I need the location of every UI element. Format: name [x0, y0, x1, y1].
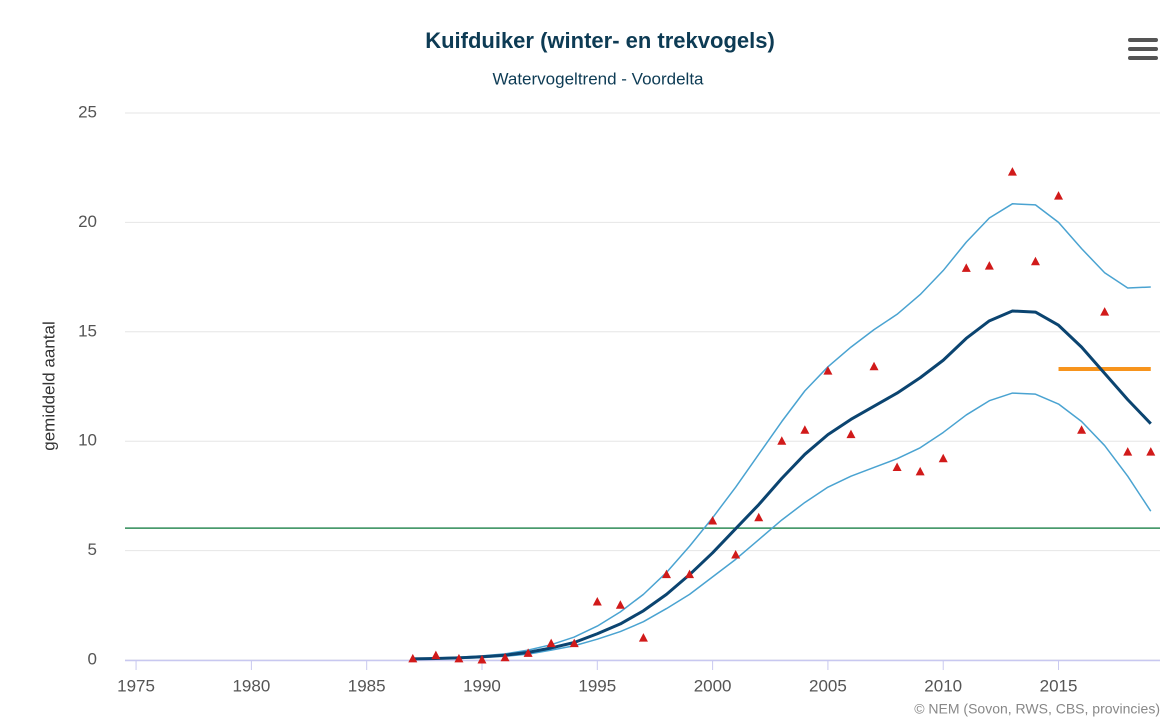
- count-marker: [500, 652, 510, 662]
- y-tick-label: 25: [78, 102, 97, 121]
- count-marker: [1007, 167, 1017, 176]
- count-marker: [569, 638, 579, 648]
- count-marker: [431, 650, 441, 660]
- count-marker: [984, 261, 994, 270]
- menu-bar[interactable]: [1128, 56, 1158, 60]
- y-tick-label: 10: [78, 431, 97, 450]
- count-marker: [454, 653, 464, 663]
- x-tick-label: 1985: [348, 676, 386, 695]
- count-marker: [523, 648, 533, 657]
- x-tick-label: 2000: [694, 676, 732, 695]
- chart-title: Kuifduiker (winter- en trekvogels): [425, 28, 775, 53]
- trend-line: [412, 309, 1152, 661]
- count-marker: [661, 569, 671, 579]
- count-marker: [408, 653, 418, 663]
- y-tick-label: 0: [88, 649, 97, 668]
- count-marker: [915, 466, 925, 476]
- x-tick-label: 2010: [924, 676, 962, 695]
- count-marker: [1146, 447, 1156, 456]
- count-marker: [1100, 307, 1110, 316]
- count-marker: [685, 569, 695, 579]
- count-marker: [777, 436, 787, 445]
- x-tick-label: 1975: [117, 676, 155, 695]
- credits: © NEM (Sovon, RWS, CBS, provincies): [914, 701, 1160, 717]
- count-marker: [1030, 256, 1040, 266]
- x-tick-label: 2015: [1040, 676, 1078, 695]
- chart-subtitle: Watervogeltrend - Voordelta: [492, 69, 704, 88]
- count-marker: [546, 638, 556, 648]
- count-marker: [754, 512, 764, 522]
- y-tick-label: 20: [78, 212, 97, 231]
- x-tick-label: 1990: [463, 676, 501, 695]
- count-marker: [1123, 447, 1133, 456]
- trend-line: [412, 392, 1152, 660]
- y-axis-label: gemiddeld aantal: [39, 321, 58, 450]
- x-tick-label: 1995: [578, 676, 616, 695]
- count-marker: [961, 263, 971, 272]
- x-tick-label: 2005: [809, 676, 847, 695]
- menu-button[interactable]: [1128, 38, 1158, 60]
- count-marker: [846, 429, 856, 439]
- y-tick-label: 15: [78, 321, 97, 340]
- count-marker: [800, 425, 810, 434]
- count-marker: [638, 633, 648, 642]
- trend-line: [412, 203, 1151, 660]
- count-marker: [869, 361, 879, 371]
- count-marker: [823, 366, 833, 375]
- count-marker: [892, 462, 902, 471]
- count-marker: [477, 655, 487, 664]
- count-marker: [708, 516, 718, 525]
- menu-bar[interactable]: [1128, 47, 1158, 51]
- x-tick-label: 1980: [232, 676, 270, 695]
- menu-bar[interactable]: [1128, 38, 1158, 42]
- count-marker: [938, 453, 948, 463]
- count-marker: [1077, 425, 1087, 434]
- count-marker: [615, 600, 625, 609]
- count-marker: [731, 549, 741, 559]
- y-tick-label: 5: [88, 540, 97, 559]
- count-marker: [1054, 191, 1064, 200]
- count-marker: [592, 597, 602, 606]
